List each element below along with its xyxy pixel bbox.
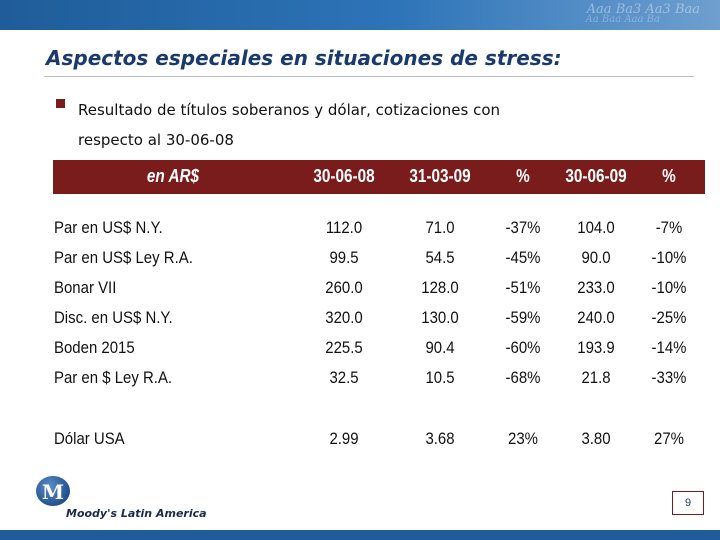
row-label: Par en US$ N.Y. — [54, 218, 163, 237]
value-30-06-09: 104.0 — [577, 218, 615, 237]
column-header-pct-1: % — [516, 166, 530, 186]
value-31-03-09: 10.5 — [425, 368, 455, 387]
pct-change-2: 27% — [654, 429, 684, 448]
pct-change-1: -51% — [505, 278, 541, 297]
pct-change-2: -7% — [655, 218, 683, 237]
row-label: Bonar VII — [54, 278, 117, 297]
value-30-06-09: 193.9 — [577, 338, 615, 357]
row-label: Disc. en US$ N.Y. — [54, 308, 173, 327]
pct-change-1: -60% — [505, 338, 541, 357]
column-header-pct-2: % — [662, 166, 676, 186]
table-header: en AR$ 30-06-08 31-03-09 % 30-06-09 % — [53, 160, 705, 194]
value-30-06-09: 90.0 — [581, 248, 611, 267]
page-number: 9 — [672, 491, 704, 515]
pct-change-2: -10% — [651, 248, 687, 267]
value-30-06-08: 112.0 — [325, 218, 363, 237]
banner-decor-text: Aaa Ba3 Aa3 Baa — [586, 2, 700, 17]
banner-decor-text-2: Aa Baa Aaa Ba — [585, 14, 660, 25]
column-header-currency: en AR$ — [146, 166, 200, 186]
pct-change-1: -37% — [505, 218, 541, 237]
value-30-06-08: 260.0 — [325, 278, 363, 297]
row-label: Boden 2015 — [54, 338, 135, 357]
bullet-line-1: Resultado de títulos soberanos y dólar, … — [78, 101, 501, 119]
value-31-03-09: 3.68 — [425, 429, 455, 448]
pct-change-1: -59% — [505, 308, 541, 327]
bottom-bar — [0, 530, 720, 540]
value-30-06-08: 99.5 — [329, 248, 359, 267]
pct-change-2: -33% — [651, 368, 687, 387]
table-row: Dólar USA 2.99 3.68 23% 3.80 27% — [53, 426, 705, 452]
pct-change-2: -25% — [651, 308, 687, 327]
column-header-date-1: 30-06-08 — [313, 166, 375, 186]
table-row: Boden 2015 225.5 90.4 -60% 193.9 -14% — [53, 335, 705, 361]
value-30-06-09: 21.8 — [581, 368, 611, 387]
bullet-text: Resultado de títulos soberanos y dólar, … — [78, 95, 678, 155]
pct-change-1: -68% — [505, 368, 541, 387]
square-bullet-icon — [56, 99, 65, 108]
value-30-06-09: 3.80 — [581, 429, 611, 448]
logo-letter: M — [41, 480, 65, 504]
pct-change-2: -14% — [651, 338, 687, 357]
value-31-03-09: 71.0 — [425, 218, 455, 237]
table-row: Par en US$ Ley R.A. 99.5 54.5 -45% 90.0 … — [53, 245, 705, 271]
value-30-06-08: 225.5 — [325, 338, 363, 357]
pct-change-1: 23% — [508, 429, 538, 448]
value-30-06-08: 2.99 — [329, 429, 359, 448]
column-header-date-2: 31-03-09 — [409, 166, 471, 186]
value-31-03-09: 90.4 — [425, 338, 455, 357]
table-row: Disc. en US$ N.Y. 320.0 130.0 -59% 240.0… — [53, 305, 705, 331]
value-30-06-08: 32.5 — [329, 368, 359, 387]
table-row: Bonar VII 260.0 128.0 -51% 233.0 -10% — [53, 275, 705, 301]
slide-title: Aspectos especiales en situaciones de st… — [46, 46, 562, 70]
value-31-03-09: 130.0 — [421, 308, 459, 327]
row-label: Par en $ Ley R.A. — [54, 368, 173, 387]
value-31-03-09: 54.5 — [425, 248, 455, 267]
table-row: Par en US$ N.Y. 112.0 71.0 -37% 104.0 -7… — [53, 215, 705, 241]
value-30-06-08: 320.0 — [325, 308, 363, 327]
title-divider — [44, 76, 694, 77]
value-30-06-09: 233.0 — [577, 278, 615, 297]
value-30-06-09: 240.0 — [577, 308, 615, 327]
pct-change-1: -45% — [505, 248, 541, 267]
column-header-date-3: 30-06-09 — [565, 166, 627, 186]
row-label: Dólar USA — [54, 429, 125, 448]
table-row: Par en $ Ley R.A. 32.5 10.5 -68% 21.8 -3… — [53, 365, 705, 391]
value-31-03-09: 128.0 — [421, 278, 459, 297]
top-banner: Aaa Ba3 Aa3 Baa Aa Baa Aaa Ba — [0, 0, 720, 30]
moodys-logo-icon — [36, 476, 70, 506]
logo-text: Moody's Latin America — [66, 507, 207, 520]
pct-change-2: -10% — [651, 278, 687, 297]
row-label: Par en US$ Ley R.A. — [54, 248, 193, 267]
bullet-line-2: respecto al 30-06-08 — [78, 131, 234, 149]
